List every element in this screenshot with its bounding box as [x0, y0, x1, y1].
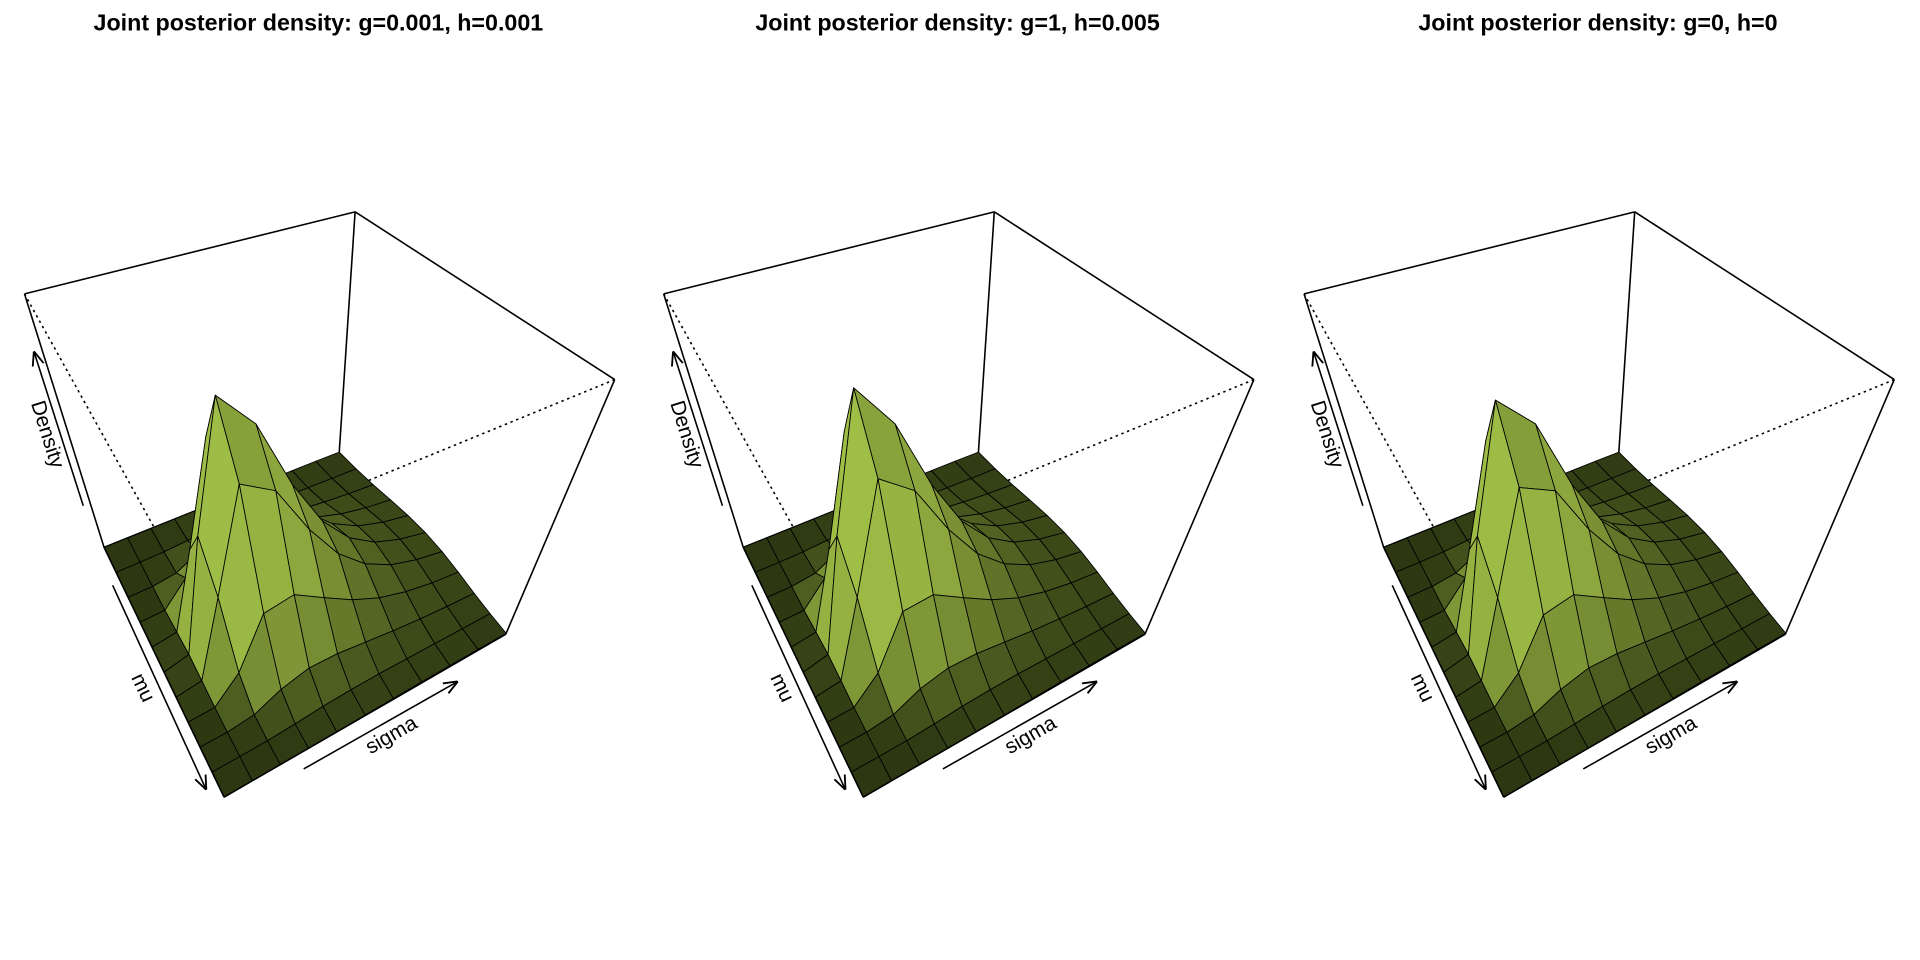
box-edge: [663, 211, 995, 295]
box-edge: [223, 633, 507, 798]
box-edge: [1303, 293, 1385, 548]
z-axis-label: Density: [26, 398, 69, 472]
axis-arrow: [111, 584, 206, 788]
chart-title: Joint posterior density: g=1, h=0.005: [755, 10, 1159, 36]
axis-arrow: [673, 353, 724, 506]
panel: Joint posterior density: g=0.001, h=0.00…: [23, 10, 616, 798]
axis-arrow: [1314, 353, 1364, 506]
axis-arrow: [1582, 682, 1736, 770]
hidden-edge: [23, 293, 174, 562]
box-edge: [977, 211, 996, 454]
axis-arrow: [751, 584, 845, 788]
box-edge: [862, 633, 1146, 798]
axis-arrow: [942, 682, 1096, 770]
axis-arrow: [1391, 584, 1485, 788]
box-edge: [504, 379, 616, 635]
box-edge: [1634, 211, 1895, 381]
box-edge: [993, 211, 1255, 381]
box-edge: [354, 211, 616, 381]
box-edge: [338, 211, 356, 454]
box-edge: [1617, 211, 1636, 454]
box-edge: [1503, 633, 1786, 798]
panel: Joint posterior density: g=0, h=0 Density…: [1303, 10, 1896, 798]
box-edge: [1784, 379, 1896, 635]
z-axis-label: Density: [665, 398, 708, 472]
box-edge: [103, 547, 225, 798]
hidden-edge: [662, 293, 813, 562]
chart-title: Joint posterior density: g=0.001, h=0.00…: [94, 10, 544, 36]
hidden-edge: [1303, 293, 1453, 562]
box-edge: [1382, 547, 1505, 798]
panel: Joint posterior density: g=1, h=0.005 Den…: [662, 10, 1255, 798]
box-edge: [1144, 379, 1255, 635]
z-axis-label: Density: [1306, 398, 1349, 472]
box-edge: [1303, 211, 1635, 295]
box-edge: [24, 211, 356, 295]
axis-arrow: [34, 353, 85, 506]
box-edge: [662, 293, 745, 548]
box-edge: [23, 293, 105, 548]
chart-title: Joint posterior density: g=0, h=0: [1418, 10, 1777, 36]
box-edge: [742, 547, 864, 798]
axis-arrow: [303, 682, 457, 770]
